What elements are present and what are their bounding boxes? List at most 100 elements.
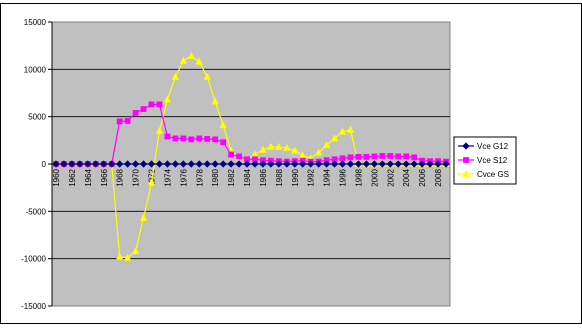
- y-tick-label: -5000: [26, 207, 47, 216]
- x-tick-label: 1964: [84, 168, 93, 186]
- data-point: [386, 160, 394, 168]
- x-tick-label: 1962: [68, 168, 77, 186]
- data-point: [171, 160, 180, 168]
- data-point: [410, 160, 418, 168]
- data-point: [219, 121, 227, 129]
- series-vce-g12: [52, 160, 450, 168]
- legend-label: Vce G12: [477, 142, 509, 151]
- data-point: [179, 160, 187, 168]
- x-tick-label: 2004: [402, 168, 411, 186]
- data-point: [228, 151, 235, 158]
- data-point: [163, 95, 172, 103]
- data-point: [346, 160, 355, 168]
- data-point: [92, 160, 100, 168]
- data-point: [442, 160, 450, 168]
- data-point: [139, 213, 148, 221]
- data-point: [307, 160, 315, 168]
- data-point: [267, 142, 275, 150]
- data-point: [139, 160, 148, 168]
- data-point: [330, 134, 339, 142]
- y-tick-label: 15000: [24, 18, 47, 27]
- data-point: [123, 253, 132, 261]
- data-point: [330, 160, 339, 168]
- data-point: [156, 101, 163, 108]
- data-point: [203, 160, 211, 168]
- data-point: [322, 141, 331, 148]
- data-point: [164, 133, 171, 140]
- data-point: [148, 101, 155, 108]
- data-point: [124, 118, 131, 124]
- data-point: [426, 160, 434, 168]
- data-point: [394, 160, 402, 168]
- data-point: [188, 136, 195, 143]
- data-point: [220, 139, 227, 146]
- data-point: [259, 160, 267, 168]
- data-point: [163, 160, 172, 168]
- data-point: [147, 178, 156, 186]
- data-point: [411, 154, 418, 161]
- data-point: [291, 146, 299, 154]
- data-point: [155, 160, 164, 168]
- x-tick-label: 1966: [100, 168, 109, 186]
- data-point: [171, 72, 180, 80]
- data-point: [338, 160, 347, 168]
- data-point: [131, 160, 140, 168]
- data-point: [346, 125, 355, 133]
- data-point: [180, 135, 187, 142]
- data-point: [235, 160, 243, 168]
- legend-label: Cvce GS: [477, 170, 509, 179]
- x-tick-label: 1980: [211, 168, 220, 186]
- data-point: [212, 136, 219, 143]
- data-point: [124, 160, 132, 168]
- x-tick-label: 1984: [243, 168, 252, 186]
- y-tick-label: 0: [42, 160, 47, 169]
- data-point: [322, 160, 331, 168]
- data-point: [275, 142, 283, 150]
- data-point: [418, 160, 426, 168]
- data-point: [115, 252, 124, 260]
- data-point: [387, 153, 394, 159]
- x-tick-label: 1990: [291, 168, 300, 186]
- data-point: [362, 160, 371, 168]
- data-point: [100, 160, 108, 168]
- data-point: [236, 153, 242, 160]
- data-point: [371, 153, 378, 160]
- data-point: [116, 118, 123, 125]
- data-point: [195, 57, 203, 65]
- data-point: [462, 169, 470, 177]
- data-point: [259, 145, 267, 153]
- data-point: [378, 160, 386, 168]
- data-point: [291, 160, 299, 168]
- x-tick-label: 1998: [354, 168, 363, 186]
- data-point: [403, 153, 410, 160]
- data-point: [203, 72, 211, 80]
- data-point: [211, 160, 219, 168]
- data-point: [84, 160, 92, 168]
- x-tick-label: 1974: [163, 168, 172, 186]
- data-point: [132, 109, 139, 116]
- data-point: [463, 157, 469, 163]
- data-point: [283, 143, 291, 151]
- x-tick-label: 1978: [195, 168, 204, 186]
- data-point: [395, 153, 402, 160]
- x-tick-label: 1968: [116, 168, 125, 186]
- data-point: [434, 160, 442, 168]
- data-point: [370, 160, 378, 168]
- data-point: [76, 160, 84, 168]
- data-point: [462, 142, 470, 150]
- y-tick-label: -15000: [21, 302, 46, 311]
- data-point: [196, 135, 203, 142]
- data-point: [60, 160, 68, 168]
- x-tick-label: 2002: [386, 168, 395, 186]
- data-point: [52, 160, 60, 168]
- data-point: [355, 154, 362, 160]
- data-point: [347, 154, 354, 161]
- x-tick-label: 1996: [339, 168, 348, 186]
- data-point: [275, 160, 283, 168]
- data-point: [147, 160, 156, 168]
- data-point: [187, 52, 196, 59]
- data-point: [379, 153, 386, 159]
- data-point: [172, 135, 179, 142]
